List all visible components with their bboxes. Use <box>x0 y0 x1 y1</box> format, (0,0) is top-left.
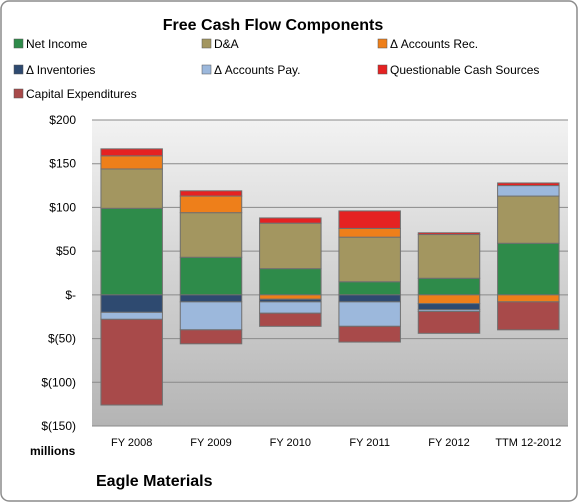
bar-segment <box>179 301 243 331</box>
bar-segment <box>497 182 560 187</box>
bar-segment <box>417 303 481 311</box>
legend-label: Δ Inventories <box>26 63 95 77</box>
x-tick-label: FY 2010 <box>270 437 311 449</box>
bar-segment <box>497 294 560 303</box>
bar-segment <box>100 318 163 406</box>
bar-segment <box>338 236 401 283</box>
legend-swatch <box>377 64 388 75</box>
bar-segment <box>179 294 243 303</box>
bar-segment <box>100 311 163 320</box>
bar-segment <box>259 217 322 224</box>
y-tick-label: $200 <box>49 113 76 127</box>
y-tick-label: $50 <box>56 244 76 258</box>
legend-swatch <box>13 38 24 49</box>
y-tick-label: $100 <box>49 200 76 214</box>
legend-label: Net Income <box>26 37 88 51</box>
bar-segment <box>179 195 243 214</box>
bar-segment <box>338 210 401 229</box>
bar-segment <box>100 168 163 209</box>
x-axis: FY 2008 FY 2009 FY 2010 FY 2011 FY 2012 TTM 1… <box>111 437 561 449</box>
bar-segment <box>417 234 481 279</box>
bar-segment <box>497 242 560 296</box>
x-tick-label: TTM 12-2012 <box>495 437 561 449</box>
bar-segment <box>179 329 243 345</box>
legend-label: D&A <box>214 37 239 51</box>
legend: Net Income D&A Δ Accounts Rec. Δ Inventorie… <box>13 37 539 101</box>
legend-swatch <box>13 88 24 99</box>
bar-segment <box>497 301 560 331</box>
grid-lines <box>92 119 568 427</box>
legend-label: Δ Accounts Rec. <box>390 37 478 51</box>
plot-area <box>92 120 568 426</box>
bar-segment <box>179 256 243 296</box>
x-tick-label: FY 2009 <box>190 437 231 449</box>
x-tick-label: FY 2012 <box>428 437 469 449</box>
y-tick-label: $150 <box>49 157 76 171</box>
bar-segment <box>100 148 163 157</box>
bar-segment <box>100 207 163 296</box>
x-tick-label: FY 2008 <box>111 437 152 449</box>
bar-segment <box>338 301 401 327</box>
chart-title: Free Cash Flow Components <box>163 17 384 34</box>
bar-segment <box>497 185 560 197</box>
bar-segment <box>338 325 401 343</box>
y-tick-label: $(150) <box>41 419 76 433</box>
bar-segment <box>179 190 243 197</box>
legend-swatch <box>201 64 212 75</box>
bar-segment <box>100 155 163 170</box>
source-label: Eagle Materials <box>96 473 213 490</box>
bar-segment <box>338 281 401 296</box>
bar-segment <box>338 227 401 238</box>
legend-swatch <box>13 64 24 75</box>
bar-segment <box>417 277 481 296</box>
legend-swatch <box>377 38 388 49</box>
bar-segment <box>338 294 401 303</box>
bar-segment <box>497 195 560 244</box>
y-tick-label: $(100) <box>41 375 76 389</box>
y-tick-label: $- <box>65 288 76 302</box>
bar-segment <box>259 222 322 270</box>
bar-segment <box>259 301 322 314</box>
unit-label: millions <box>30 444 76 458</box>
bar-segment <box>259 312 322 327</box>
legend-label: Capital Expenditures <box>26 87 137 101</box>
y-axis: $200 $150 $100 $50 $- $(50) $(100) $(150) <box>41 113 76 433</box>
x-tick-label: FY 2011 <box>349 437 390 449</box>
bar-stacks <box>100 148 560 406</box>
y-tick-label: $(50) <box>48 332 76 346</box>
legend-label: Questionable Cash Sources <box>390 63 539 77</box>
bar-segment <box>417 294 481 305</box>
legend-swatch <box>201 38 212 49</box>
bar-segment <box>259 268 322 296</box>
bar-segment <box>417 310 481 334</box>
legend-label: Δ Accounts Pay. <box>214 63 301 77</box>
bar-segment <box>417 232 481 236</box>
bar-segment <box>100 294 163 313</box>
bar-segment <box>179 212 243 258</box>
bar-segment <box>259 294 322 300</box>
